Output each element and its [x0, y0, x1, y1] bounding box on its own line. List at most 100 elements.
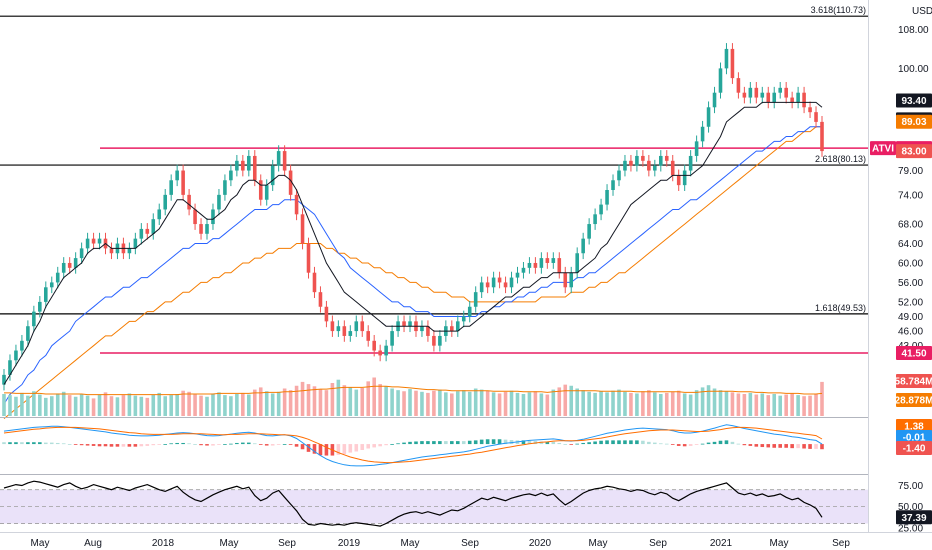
volume-bar — [557, 387, 562, 416]
candle — [742, 86, 747, 104]
candle-body — [688, 155, 693, 171]
macd-histogram-bar — [396, 443, 400, 445]
volume-bar — [49, 396, 54, 416]
candle-body — [247, 155, 251, 171]
volume-bar — [635, 393, 639, 416]
macd-histogram-bar — [360, 444, 365, 450]
candle — [300, 208, 305, 250]
volume-bar — [145, 397, 150, 416]
macd-histogram-bar — [599, 440, 603, 445]
candle — [515, 266, 520, 284]
candle-body — [605, 190, 609, 205]
candle-body — [163, 194, 168, 210]
candle-body — [670, 160, 675, 176]
macd-histogram-bar — [545, 441, 550, 445]
candle — [223, 174, 227, 201]
volume-bar — [754, 394, 759, 416]
candle — [485, 276, 490, 294]
candle — [617, 164, 621, 187]
candle — [408, 315, 412, 333]
volume-bar — [748, 392, 753, 416]
candle-body — [497, 277, 502, 283]
macd-histogram-bar — [44, 442, 48, 445]
candle-body — [258, 180, 263, 200]
volume-bar — [718, 390, 723, 416]
time-axis[interactable]: May Aug 2018 May Sep 2019 May Sep 2020 May Sep 2021… — [0, 532, 932, 550]
candle — [390, 325, 394, 352]
candle-body — [712, 92, 717, 108]
volume-bar — [688, 394, 693, 416]
candle-body — [796, 92, 800, 103]
macd-histogram-bar — [820, 444, 824, 450]
macd-histogram-bar — [139, 444, 144, 447]
volume-bar — [694, 390, 699, 416]
candle — [766, 86, 771, 109]
macd-histogram-bar — [408, 441, 412, 445]
candle — [461, 310, 466, 328]
time-tick-label: May — [401, 538, 420, 549]
volume-bar — [772, 394, 777, 416]
time-tick-label: May — [589, 538, 608, 549]
volume-bar — [521, 394, 526, 416]
volume-bar — [491, 392, 496, 416]
currency-label: USD — [912, 6, 932, 17]
macd-histogram-bar — [276, 444, 281, 445]
candle-body — [551, 258, 556, 263]
volume-bar — [766, 395, 771, 416]
price-axis[interactable]: 108.00100.0094.0079.0074.0068.0064.0060.… — [868, 0, 932, 534]
candle — [647, 154, 651, 177]
macd-pane[interactable] — [0, 424, 868, 475]
candle-body — [647, 160, 651, 171]
price-tick-label: 68.00 — [898, 220, 923, 231]
macd-histogram-bar — [461, 441, 466, 445]
volume-bar — [497, 393, 502, 416]
macd-histogram-bar — [700, 443, 705, 445]
candle-body — [802, 92, 806, 108]
candle — [288, 164, 293, 201]
candle-body — [629, 160, 633, 166]
candle — [384, 339, 388, 362]
candle — [282, 145, 287, 177]
time-tick-label: 2019 — [338, 538, 361, 549]
candle — [635, 150, 639, 172]
macd-histogram-bar — [784, 444, 788, 448]
candle — [664, 150, 669, 167]
volume-pane[interactable] — [0, 377, 868, 418]
candle — [187, 189, 191, 216]
volume-bar — [282, 388, 287, 416]
volume-bar — [127, 393, 132, 416]
candle — [706, 101, 711, 133]
candle — [509, 271, 514, 294]
volume-bar — [420, 391, 424, 416]
candle — [491, 271, 496, 294]
price-badge: 41.50 — [896, 345, 932, 360]
volume-bar — [360, 387, 365, 416]
candle — [55, 266, 60, 289]
candle-body — [264, 185, 269, 200]
candle — [694, 135, 699, 162]
price-badge-text: 83.00 — [901, 147, 926, 158]
candle — [199, 218, 203, 240]
time-tick-label: Sep — [649, 538, 667, 549]
symbol-badge-text: ATVI — [872, 144, 894, 155]
volume-bar — [241, 392, 245, 416]
candle — [258, 174, 263, 206]
candle-body — [8, 360, 12, 375]
candle — [241, 154, 245, 177]
candle — [808, 101, 812, 118]
candle — [420, 320, 424, 337]
candle — [533, 257, 538, 274]
volume-bar — [515, 392, 520, 416]
candle — [467, 300, 472, 323]
ema-long-line — [3, 126, 822, 419]
macd-histogram-bar — [157, 444, 162, 445]
candle — [306, 237, 311, 279]
rsi-pane[interactable] — [0, 480, 868, 527]
macd-histogram-bar — [605, 440, 609, 445]
volume-bar — [2, 394, 6, 416]
price-pane[interactable]: 3.618(110.73) 2.618(80.13) 1.618(49.53) — [0, 0, 868, 419]
macd-histogram-bar — [55, 442, 60, 445]
volume-bar — [599, 391, 603, 416]
time-tick-label: Aug — [84, 538, 102, 549]
